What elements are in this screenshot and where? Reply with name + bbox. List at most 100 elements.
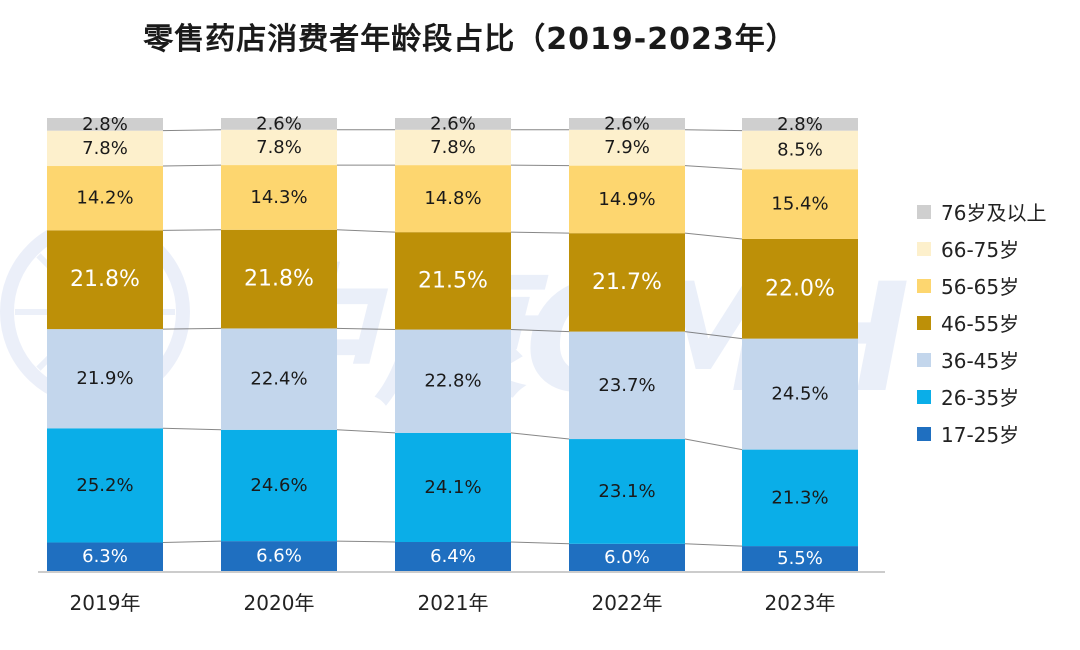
connector-line bbox=[684, 165, 743, 170]
bar-segment-56-65岁 bbox=[569, 165, 685, 234]
connector-line bbox=[336, 540, 396, 543]
bar-segment-17-25岁 bbox=[569, 543, 685, 571]
connector-line bbox=[162, 164, 222, 167]
connector-line bbox=[162, 129, 222, 132]
legend-label: 46-55岁 bbox=[941, 312, 1019, 336]
bar-segment-36-45岁 bbox=[569, 331, 685, 440]
bar-segment-17-25岁 bbox=[47, 542, 163, 571]
data-label: 21.7% bbox=[592, 270, 662, 295]
legend-swatch bbox=[917, 279, 931, 293]
data-label: 7.8% bbox=[82, 138, 128, 159]
legend-swatch bbox=[917, 316, 931, 330]
bar-segment-76岁及以上 bbox=[742, 118, 858, 131]
connector-line bbox=[684, 438, 743, 451]
legend: 76岁及以上 66-75岁 56-65岁 46-55岁 36-45岁 26-35岁 17-2… bbox=[917, 201, 1046, 447]
bar-segment-36-45岁 bbox=[395, 329, 511, 433]
data-label: 6.6% bbox=[256, 546, 302, 567]
data-label: 21.5% bbox=[418, 268, 488, 293]
data-label: 21.9% bbox=[76, 368, 133, 389]
bar-segment-76岁及以上 bbox=[221, 118, 337, 130]
connector-line bbox=[162, 229, 222, 231]
x-tick-label: 2021年 bbox=[418, 591, 489, 615]
data-label: 2.8% bbox=[82, 114, 128, 135]
connector-line bbox=[162, 540, 222, 543]
data-label: 14.8% bbox=[424, 188, 481, 209]
bar-segment-66-75岁 bbox=[221, 129, 337, 166]
legend-label: 26-35岁 bbox=[941, 386, 1019, 410]
bar-segment-56-65岁 bbox=[221, 165, 337, 230]
data-label: 22.0% bbox=[765, 276, 835, 301]
legend-swatch bbox=[917, 427, 931, 441]
data-label: 25.2% bbox=[76, 475, 133, 496]
bar-segment-17-25岁 bbox=[221, 541, 337, 571]
legend-swatch bbox=[917, 390, 931, 404]
bar-segment-26-35岁 bbox=[742, 449, 858, 547]
data-label: 8.5% bbox=[777, 139, 823, 160]
data-label: 24.6% bbox=[250, 475, 307, 496]
data-label: 22.8% bbox=[424, 371, 481, 392]
bar-segment-26-35岁 bbox=[221, 429, 337, 542]
bar-segment-66-75岁 bbox=[569, 129, 685, 166]
data-label: 7.9% bbox=[604, 137, 650, 158]
bar-segment-46-55岁 bbox=[569, 233, 685, 332]
bar-segment-46-55岁 bbox=[47, 230, 163, 330]
legend-label: 17-25岁 bbox=[941, 423, 1019, 447]
bar-segment-36-45岁 bbox=[742, 338, 858, 450]
connector-line bbox=[336, 429, 396, 434]
connector-line bbox=[162, 327, 222, 330]
bar-segment-56-65岁 bbox=[47, 166, 163, 231]
connector-line bbox=[684, 543, 743, 547]
connector-line bbox=[510, 231, 570, 234]
data-label: 2.6% bbox=[256, 113, 302, 134]
data-label: 14.3% bbox=[250, 187, 307, 208]
legend-label: 56-65岁 bbox=[941, 275, 1019, 299]
bar-segment-76岁及以上 bbox=[395, 118, 511, 130]
data-label: 23.1% bbox=[598, 481, 655, 502]
bar-segment-36-45岁 bbox=[47, 329, 163, 429]
data-label: 6.3% bbox=[82, 546, 128, 567]
connector-line bbox=[684, 331, 743, 340]
bar-segment-26-35岁 bbox=[395, 432, 511, 543]
bar-segment-46-55岁 bbox=[221, 229, 337, 329]
data-label: 15.4% bbox=[771, 194, 828, 215]
bar-segment-17-25岁 bbox=[395, 542, 511, 571]
data-label: 2.8% bbox=[777, 114, 823, 135]
data-label: 14.9% bbox=[598, 189, 655, 210]
data-label: 7.8% bbox=[430, 137, 476, 158]
connector-line bbox=[684, 129, 743, 132]
data-label: 2.6% bbox=[604, 113, 650, 134]
bar-segment-66-75岁 bbox=[742, 130, 858, 170]
connector-line bbox=[510, 541, 570, 545]
x-tick-label: 2020年 bbox=[244, 591, 315, 615]
x-tick-label: 2022年 bbox=[592, 591, 663, 615]
connector-line bbox=[684, 232, 743, 240]
data-label: 21.8% bbox=[244, 267, 314, 292]
connector-line bbox=[510, 432, 570, 440]
connector-line bbox=[336, 327, 396, 331]
legend-label: 66-75岁 bbox=[941, 238, 1019, 262]
data-label: 5.5% bbox=[777, 548, 823, 569]
legend-label: 36-45岁 bbox=[941, 349, 1019, 373]
legend-label: 76岁及以上 bbox=[941, 201, 1046, 225]
bar-segment-56-65岁 bbox=[742, 169, 858, 239]
legend-swatch bbox=[917, 205, 931, 219]
bar-segment-76岁及以上 bbox=[47, 118, 163, 131]
bar-segment-76岁及以上 bbox=[569, 118, 685, 130]
x-axis: 2019年 2020年 2021年 2022年 2023年 bbox=[38, 571, 885, 615]
data-label: 24.5% bbox=[771, 384, 828, 405]
bar-segment-36-45岁 bbox=[221, 328, 337, 430]
data-label: 2.6% bbox=[430, 113, 476, 134]
data-label: 21.3% bbox=[771, 487, 828, 508]
data-label: 14.2% bbox=[76, 188, 133, 209]
legend-swatch bbox=[917, 242, 931, 256]
x-tick-label: 2019年 bbox=[70, 591, 141, 615]
data-label: 24.1% bbox=[424, 477, 481, 498]
bar-segment-17-25岁 bbox=[742, 546, 858, 571]
bar-segment-46-55岁 bbox=[742, 238, 858, 339]
data-label: 21.8% bbox=[70, 267, 140, 292]
data-label: 22.4% bbox=[250, 369, 307, 390]
connector-lines bbox=[162, 129, 743, 547]
bar-segment-46-55岁 bbox=[395, 232, 511, 330]
bar-segment-56-65岁 bbox=[395, 165, 511, 233]
